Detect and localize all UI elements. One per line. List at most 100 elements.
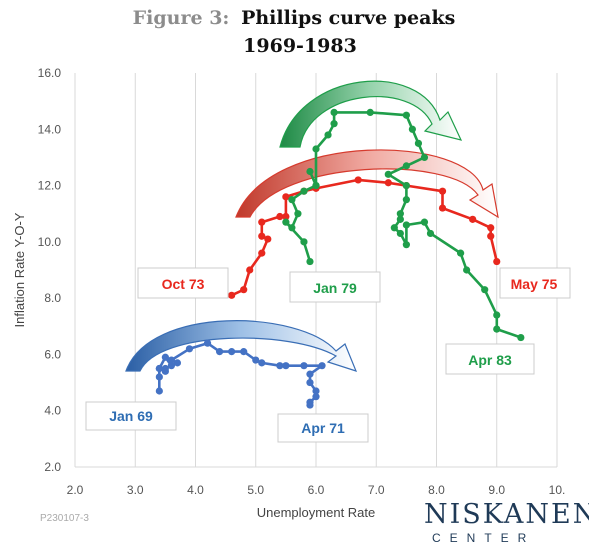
- data-point: [161, 364, 169, 373]
- x-tick-label: 8.0: [428, 483, 445, 497]
- data-point: [402, 162, 410, 170]
- data-point: [396, 210, 404, 218]
- data-point: [300, 238, 308, 246]
- data-point: [306, 257, 314, 266]
- data-point: [402, 181, 410, 190]
- data-point: [330, 120, 338, 128]
- series-0: [155, 339, 326, 409]
- data-point: [155, 387, 163, 395]
- data-point: [493, 257, 501, 266]
- label-box-oct73: [137, 267, 229, 299]
- data-point: [185, 345, 194, 353]
- data-point: [469, 215, 477, 223]
- label-box-jan69: [85, 401, 177, 431]
- blue-trend-arrow: [125, 320, 358, 372]
- data-point: [155, 364, 163, 373]
- data-point: [282, 193, 290, 201]
- data-point: [312, 145, 320, 153]
- data-series: [155, 108, 525, 409]
- data-point: [493, 325, 501, 333]
- data-point: [396, 229, 404, 238]
- data-point: [155, 373, 163, 381]
- y-axis-title: Inflation Rate Y-O-Y: [12, 212, 27, 327]
- y-tick-label: 4.0: [44, 404, 61, 418]
- data-point: [167, 356, 175, 364]
- data-point: [493, 311, 501, 319]
- data-point: [402, 196, 410, 204]
- label-box-jan79: [289, 271, 381, 303]
- label-box-apr71: [277, 413, 369, 443]
- data-point: [517, 333, 525, 342]
- label-jan69: Jan 69: [109, 408, 153, 424]
- x-tick-label: 3.0: [127, 483, 144, 497]
- x-tick-label: 4.0: [187, 483, 204, 497]
- data-point: [324, 131, 332, 139]
- y-tick-label: 12.0: [38, 179, 62, 193]
- x-tick-label: 9.0: [488, 483, 505, 497]
- data-point: [276, 362, 284, 370]
- y-tick-label: 14.0: [38, 122, 62, 136]
- data-point: [306, 378, 314, 387]
- y-tick-label: 2.0: [44, 460, 61, 474]
- x-tick-label: 2.0: [67, 483, 84, 497]
- data-point: [481, 286, 489, 294]
- data-point: [426, 229, 435, 238]
- chart-title: Figure 3: Phillips curve peaks: [133, 7, 456, 29]
- data-point: [354, 176, 362, 184]
- data-point: [396, 215, 404, 223]
- data-point: [384, 179, 392, 187]
- data-point: [264, 235, 272, 243]
- red-trend-arrow: [235, 149, 499, 219]
- title-line2: 1969-1983: [243, 35, 357, 57]
- data-point: [306, 370, 314, 378]
- data-point: [167, 362, 175, 370]
- data-point: [282, 362, 290, 370]
- data-point: [366, 108, 374, 116]
- y-tick-label: 16.0: [38, 66, 62, 80]
- y-tick-label: 10.0: [38, 235, 62, 249]
- data-point: [258, 249, 266, 257]
- data-point: [258, 218, 266, 226]
- data-point: [463, 266, 471, 274]
- figure-code: P230107-3: [40, 513, 89, 524]
- data-point: [240, 286, 248, 294]
- data-point: [258, 232, 266, 240]
- x-axis-title: Unemployment Rate: [257, 505, 376, 520]
- data-point: [438, 204, 447, 212]
- data-point: [240, 348, 248, 356]
- data-point: [203, 339, 212, 347]
- data-point: [258, 359, 266, 367]
- data-point: [390, 224, 398, 232]
- data-point: [300, 362, 308, 370]
- x-tick-label: 5.0: [247, 483, 264, 497]
- data-point: [294, 210, 302, 218]
- data-point: [282, 212, 290, 221]
- data-point: [216, 348, 224, 356]
- data-point: [300, 187, 308, 195]
- data-point: [228, 291, 236, 299]
- logo-name: NISKANEN: [424, 499, 589, 530]
- data-point: [457, 249, 465, 257]
- data-point: [420, 218, 429, 226]
- data-point: [402, 111, 410, 119]
- x-tick-label: 7.0: [368, 483, 385, 497]
- title-prefix: Figure 3:: [133, 7, 230, 29]
- data-point: [487, 224, 495, 232]
- data-point: [306, 401, 314, 409]
- data-point: [414, 139, 423, 147]
- label-may75: May 75: [511, 276, 558, 292]
- logo-sub: CENTER: [432, 531, 535, 545]
- x-tick-label: 10.: [549, 483, 566, 497]
- label-apr83: Apr 83: [468, 352, 512, 368]
- data-point: [173, 359, 182, 367]
- title-line1: Phillips curve peaks: [241, 7, 455, 29]
- x-tick-label: 6.0: [308, 483, 325, 497]
- y-tick-label: 8.0: [44, 291, 61, 305]
- label-apr71: Apr 71: [301, 420, 345, 436]
- data-point: [306, 167, 314, 176]
- data-point: [384, 170, 392, 178]
- data-point: [288, 196, 296, 204]
- axis-ticks: 2.0 3.0 4.0 5.0 6.0 7.0 8.0 9.0 10. 2.0 4.0 6.0 8.0 1…: [38, 66, 566, 497]
- data-point: [312, 181, 320, 190]
